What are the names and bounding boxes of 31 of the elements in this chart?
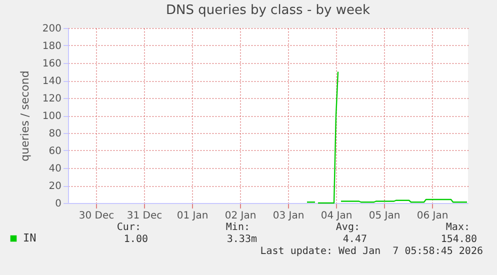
y-tick-label: 20 [48, 181, 62, 192]
y-tick-label: 200 [42, 24, 62, 34]
x-tick-label: 05 Jan [368, 210, 400, 222]
x-tick-label: 04 Jan [320, 210, 352, 222]
y-tick-label: 140 [42, 76, 62, 87]
text: 4.47 [342, 234, 367, 245]
text: Last update: Wed Jan 7 05:58:45 2026 [260, 246, 483, 257]
x-tick-label: 01 Jan [176, 210, 208, 222]
x-tick-label: 06 Jan [416, 210, 448, 222]
text: Max: [446, 222, 470, 233]
y-tick-label: 80 [48, 128, 62, 140]
y-axis-title: queries / second [18, 70, 32, 162]
text: 1.00 [124, 234, 148, 245]
x-tick-label: 03 Jan [272, 210, 304, 222]
text: Cur: [116, 222, 141, 233]
y-tick-label: 100 [42, 111, 62, 122]
y-tick-label: 0 [55, 198, 62, 210]
y-tick-label: 180 [42, 41, 62, 52]
y-tick-label: 40 [48, 164, 62, 174]
y-tick-label: 120 [42, 94, 62, 104]
chart-title: DNS queries by class - by week [166, 3, 370, 18]
y-tick-label: 60 [48, 146, 62, 157]
x-tick-label: 30 Dec [78, 210, 114, 222]
text: 3.33m [226, 234, 257, 245]
x-tick-label: 31 Dec [126, 210, 162, 222]
text: 154.80 [440, 234, 477, 245]
legend-label: IN [23, 232, 36, 244]
x-tick-label: 02 Jan [224, 210, 256, 222]
text: Avg: [336, 222, 360, 233]
text: Min: [226, 222, 250, 233]
y-tick-label: 160 [42, 58, 62, 70]
